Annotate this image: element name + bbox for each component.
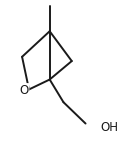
Text: O: O xyxy=(19,84,29,97)
Text: OH: OH xyxy=(101,121,119,134)
Text: OH: OH xyxy=(101,121,119,134)
Text: O: O xyxy=(19,84,29,97)
